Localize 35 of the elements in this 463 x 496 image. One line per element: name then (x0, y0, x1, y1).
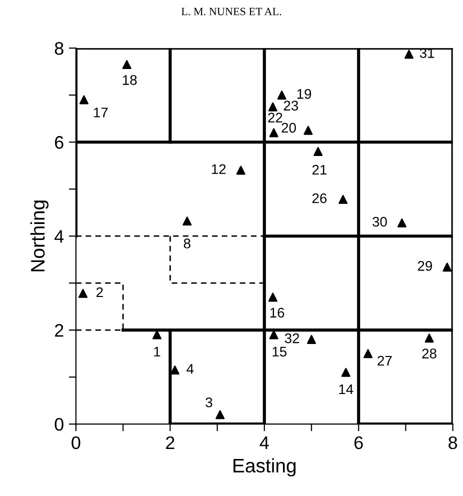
annotation: 1 (154, 346, 160, 356)
text: L. M. NUNES ET AL. (181, 8, 282, 16)
x-tick-label: 8 (448, 436, 458, 450)
x-tick-label: 4 (260, 436, 269, 449)
y-axis-title: Northing (30, 200, 49, 272)
y-tick-label: 0 (54, 418, 64, 431)
y-tick-label: 4 (54, 230, 64, 243)
annotation: 2 (96, 287, 103, 298)
annotation: 21 (312, 164, 327, 175)
annotation: 15 (272, 346, 286, 357)
annotation: 19 (297, 89, 312, 99)
y-tick-label: 6 (55, 136, 64, 149)
x-tick-label: 0 (72, 436, 80, 450)
annotation: 14 (339, 384, 354, 394)
x-axis-title: Easting (234, 458, 296, 476)
annotation: 32 (284, 333, 300, 344)
annotation: 16 (270, 308, 284, 318)
annotation: 23 (284, 100, 298, 111)
annotation: 27 (378, 356, 392, 366)
annotation: 4 (186, 364, 194, 374)
annotation: 17 (94, 108, 108, 118)
annotation: 3 (206, 397, 212, 408)
y-tick-label: 8 (54, 42, 64, 55)
annotation: 8 (184, 238, 190, 248)
annotation: 18 (122, 75, 137, 85)
annotation: 26 (312, 193, 327, 204)
annotation: 28 (422, 348, 436, 358)
y-tick-label: 2 (54, 324, 64, 337)
annotation: 22 (268, 112, 282, 122)
annotation: 12 (212, 164, 226, 174)
annotation: 29 (418, 261, 432, 271)
x-tick-label: 6 (354, 436, 363, 450)
annotation: 30 (372, 216, 387, 227)
x-tick-label: 2 (166, 436, 174, 449)
annotation: 20 (282, 122, 296, 133)
